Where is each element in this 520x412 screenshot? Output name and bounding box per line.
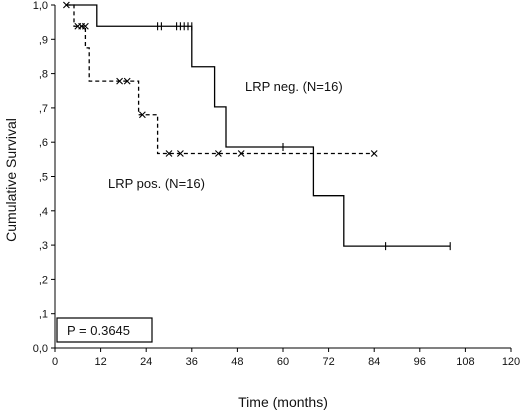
survival-curve-lrp-neg [66,4,451,247]
x-tick-label: 36 [186,356,198,368]
x-tick-label: 72 [322,356,334,368]
x-tick-label: 24 [140,356,152,368]
censor-mark-x [116,77,123,85]
y-tick-label: ,7 [39,103,48,115]
series-label-lrp-pos: LRP pos. (N=16) [108,176,205,191]
y-axis-title: Cumulative Survival [3,118,19,242]
x-tick-label: 60 [277,356,289,368]
y-tick-label: ,4 [39,206,48,218]
censor-mark-x-stroke [82,22,89,30]
censor-mark-x-stroke [165,150,173,157]
series-label-lrp-neg: LRP neg. (N=16) [245,79,343,94]
x-tick-label: 108 [456,356,474,368]
censor-mark-x [123,77,131,85]
y-tick-label: ,5 [39,172,48,184]
series-layer [63,1,451,251]
series-lrp-neg [66,4,451,251]
censor-mark-x-stroke [116,77,123,85]
x-tick-label: 120 [502,356,520,368]
x-tick-label: 0 [52,356,58,368]
p-value-text: P = 0.3645 [67,323,130,338]
y-tick-label: ,6 [39,137,48,149]
p-value-box: P = 0.3645 [56,317,153,343]
censor-mark-x-stroke [215,150,222,157]
censor-mark-x [370,150,378,157]
x-tick-label: 96 [414,356,426,368]
censor-mark-x [237,150,245,157]
censor-mark-x-stroke [123,77,131,85]
censor-mark-x-stroke [139,111,146,119]
censor-mark-x [177,150,184,157]
x-tick-label: 12 [94,356,106,368]
censor-mark-x [82,22,89,30]
x-axis-title: Time (months) [238,394,328,410]
censor-mark-x-stroke [63,1,70,9]
y-tick-label: ,2 [39,274,48,286]
series-labels: LRP neg. (N=16) LRP pos. (N=16) [108,79,343,191]
y-tick-label: ,1 [39,309,48,321]
ticks: 0 12 24 36 48 60 72 84 96 108 120 0,0 ,1 ,2 ,3 ,4 ,5 ,6 ,7… [33,0,520,368]
censor-mark-x-stroke [177,150,184,157]
x-tick-label: 48 [231,356,243,368]
censor-mark-x-stroke [370,150,378,157]
censor-mark-x [139,111,146,119]
y-tick-label: ,9 [39,34,48,46]
censor-mark-x [165,150,173,157]
y-tick-label: ,3 [39,240,48,252]
y-tick-label: ,8 [39,69,48,81]
series-lrp-pos [63,1,378,157]
y-tick-label: 1,0 [33,0,48,12]
censor-mark-x [215,150,222,157]
censor-mark-x [63,1,70,9]
censor-mark-x-stroke [237,150,245,157]
x-tick-label: 84 [368,356,380,368]
y-tick-label: 0,0 [33,343,48,355]
